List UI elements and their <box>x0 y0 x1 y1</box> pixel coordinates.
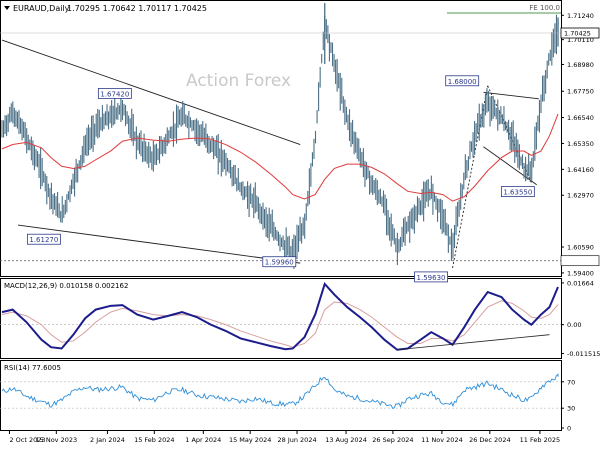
price-tick-label: 1.71240 <box>567 12 594 20</box>
moving-average-layer <box>1 113 559 202</box>
price-bars <box>1 3 559 270</box>
price-tick-label: 1.59400 <box>567 269 594 277</box>
x-tick-label: 28 Jun 2024 <box>277 436 316 444</box>
fib-rise-dashed-line <box>452 85 489 268</box>
ohlc-values: 1.70295 1.70642 1.70117 1.70425 <box>67 4 207 13</box>
moving-average-line <box>1 113 559 202</box>
x-tick-label: 15 Feb 2024 <box>134 436 174 444</box>
fe-label: FE 100.0 <box>529 4 560 12</box>
x-tick-label: 2 Jan 2024 <box>90 436 125 444</box>
symbol-label: EURAUD,Daily <box>13 4 70 13</box>
x-tick-label: 15 May 2024 <box>229 436 271 444</box>
macd-tick-label: 0.01664 <box>567 279 594 287</box>
annotation-label: 1.63550 <box>503 189 532 197</box>
support-price-box <box>560 255 600 267</box>
rsi-label: RSI(14) 77.6005 <box>4 364 61 372</box>
annotation-label: 1.61270 <box>29 236 58 244</box>
x-tick-label: 11 Feb 2025 <box>520 436 560 444</box>
x-tick-label: 2 Oct 2023 <box>9 436 45 444</box>
watermark: Action Forex <box>186 71 291 91</box>
annotation-label: 1.68000 <box>448 78 477 86</box>
annotation-label: 1.67420 <box>100 90 129 98</box>
wedge-upper-line <box>483 91 539 100</box>
price-tick-label: 1.67750 <box>567 88 594 96</box>
annotation-box <box>26 233 61 245</box>
rsi-line <box>1 373 559 409</box>
price-tick-label: 1.65350 <box>567 140 594 148</box>
rsi-tick-label: 70 <box>567 378 575 386</box>
rsi-panel-frame <box>0 360 562 431</box>
x-tick-label: 13 Aug 2024 <box>325 436 367 444</box>
annotation-box <box>414 271 448 283</box>
annotation-label: 1.59630 <box>417 274 446 282</box>
macd-layer: 0.01664 0.00 -0.011515 <box>0 279 600 358</box>
x-tick-label: 1 Apr 2024 <box>185 436 221 444</box>
upper-channel-line <box>1 39 301 145</box>
price-tick-label: 1.62970 <box>567 192 594 200</box>
annotation-box <box>262 256 297 268</box>
macd-tick-label: -0.011515 <box>567 350 600 358</box>
collapse-triangle-icon[interactable] <box>4 6 10 10</box>
price-tick-label: 1.66540 <box>567 114 594 122</box>
rsi-tick-label: 0 <box>567 425 571 433</box>
current-price-marker: 1.70425 <box>0 27 600 39</box>
price-tick-label: 1.68980 <box>567 61 594 69</box>
x-tick-label: 26 Dec 2024 <box>469 436 511 444</box>
price-annotations: 1.718001.674201.680001.612701.599601.596… <box>26 75 535 283</box>
x-tick-label: 11 Nov 2024 <box>421 436 463 444</box>
macd-signal-line <box>1 300 559 348</box>
price-tick-label: 1.60590 <box>567 244 594 252</box>
lower-channel-line <box>17 224 301 264</box>
macd-main-line <box>1 282 559 351</box>
wedge-lower-line <box>483 146 537 186</box>
price-tick-label: 1.64160 <box>567 166 594 174</box>
price-tick-label: 1.70110 <box>567 36 594 44</box>
macd-trend-line <box>397 334 550 351</box>
x-tick-label: 15 Nov 2023 <box>36 436 78 444</box>
annotation-box <box>97 87 132 99</box>
macd-panel-frame <box>0 278 562 359</box>
x-tick-label: 26 Sep 2024 <box>372 436 413 444</box>
macd-tick-label: 0.00 <box>567 321 581 329</box>
current-price-label: 1.70425 <box>564 30 591 38</box>
rsi-tick-label: 30 <box>567 405 575 413</box>
annotation-box <box>500 186 535 198</box>
rsi-layer: 70 30 0 <box>0 373 575 433</box>
annotation-label: 1.59960 <box>265 259 294 267</box>
current-price-box <box>560 27 600 39</box>
price-panel-frame <box>0 0 562 277</box>
macd-label: MACD(12,26,9) 0.010158 0.002162 <box>4 282 128 290</box>
annotation-box <box>445 75 480 87</box>
